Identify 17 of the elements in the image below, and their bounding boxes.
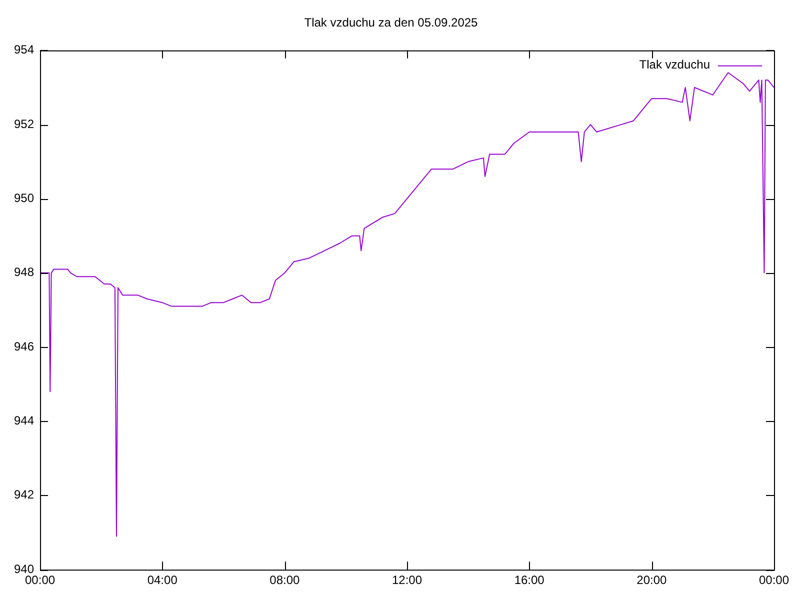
x-tick-label: 08:00 [270,573,300,588]
legend-label: Tlak vzduchu [639,58,710,72]
x-tick-label: 04:00 [147,573,178,588]
y-tick-label: 948 [14,265,34,280]
y-tick-label: 942 [14,488,34,502]
x-tick-label: 20:00 [636,573,668,588]
x-tick-label: 00:00 [758,573,790,588]
y-tick-label: 954 [14,42,34,57]
y-tick-label: 952 [14,116,34,131]
x-tick-label: 00:00 [25,573,56,588]
x-tick-label: 12:00 [392,573,422,588]
y-tick-label: 940 [14,562,34,576]
y-tick-label: 944 [14,414,34,428]
y-tick-label: 950 [14,191,34,206]
chart-title: Tlak vzduchu za den 05.09.2025 [304,16,478,30]
x-tick-label: 16:00 [514,573,545,588]
y-tick-label: 946 [14,339,34,354]
